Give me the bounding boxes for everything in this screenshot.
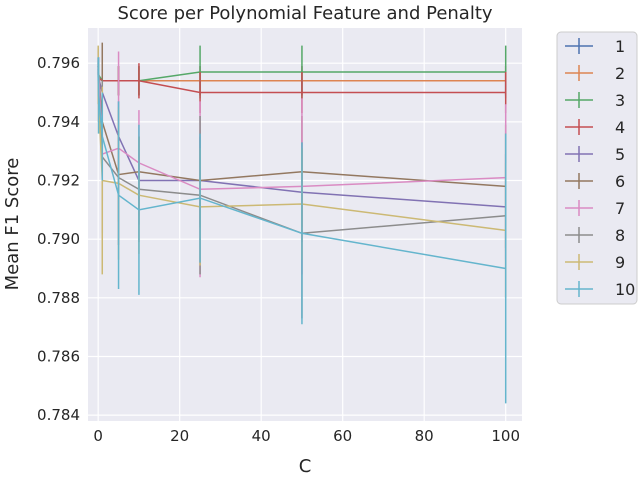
legend-item: 8 bbox=[565, 226, 625, 245]
x-axis-label: C bbox=[299, 456, 312, 477]
x-tick-label: 20 bbox=[170, 427, 189, 445]
x-tick-label: 100 bbox=[491, 427, 520, 445]
legend: 1 2 3 4 5 6 7 8 9 10 bbox=[556, 31, 638, 305]
chart-title: Score per Polynomial Feature and Penalty bbox=[117, 3, 492, 24]
y-tick-label: 0.784 bbox=[37, 406, 80, 424]
x-axis-ticks: 0 20 40 60 80 100 bbox=[93, 427, 520, 445]
y-axis-label: Mean F1 Score bbox=[2, 158, 23, 291]
y-axis-ticks: 0.784 0.786 0.788 0.790 0.792 0.794 0.796 bbox=[37, 54, 80, 424]
legend-label: 8 bbox=[615, 226, 625, 245]
x-tick-label: 80 bbox=[415, 427, 434, 445]
x-tick-label: 40 bbox=[252, 427, 271, 445]
series-10 bbox=[97, 57, 507, 404]
legend-item: 4 bbox=[565, 118, 625, 137]
legend-label: 6 bbox=[615, 172, 625, 191]
series-layer bbox=[97, 42, 507, 404]
plot-area bbox=[88, 28, 522, 421]
legend-label: 3 bbox=[615, 91, 625, 110]
legend-item: 6 bbox=[565, 172, 625, 191]
y-tick-label: 0.790 bbox=[37, 230, 80, 248]
legend-item: 5 bbox=[565, 145, 625, 164]
legend-item: 3 bbox=[565, 91, 625, 110]
legend-label: 5 bbox=[615, 145, 625, 164]
legend-item: 7 bbox=[565, 199, 625, 218]
legend-label: 7 bbox=[615, 199, 625, 218]
y-tick-label: 0.792 bbox=[37, 172, 80, 190]
legend-item: 9 bbox=[565, 253, 625, 272]
y-tick-label: 0.796 bbox=[37, 54, 80, 72]
y-tick-label: 0.786 bbox=[37, 347, 80, 365]
legend-label: 9 bbox=[615, 253, 625, 272]
y-tick-label: 0.788 bbox=[37, 289, 80, 307]
legend-label: 10 bbox=[615, 280, 635, 299]
legend-label: 2 bbox=[615, 64, 625, 83]
x-tick-label: 0 bbox=[93, 427, 103, 445]
y-tick-label: 0.794 bbox=[37, 113, 80, 131]
x-tick-label: 60 bbox=[333, 427, 352, 445]
legend-item: 2 bbox=[565, 64, 625, 83]
legend-label: 4 bbox=[615, 118, 625, 137]
legend-item: 10 bbox=[565, 280, 635, 299]
legend-label: 1 bbox=[615, 37, 625, 56]
legend-item: 1 bbox=[565, 37, 625, 56]
